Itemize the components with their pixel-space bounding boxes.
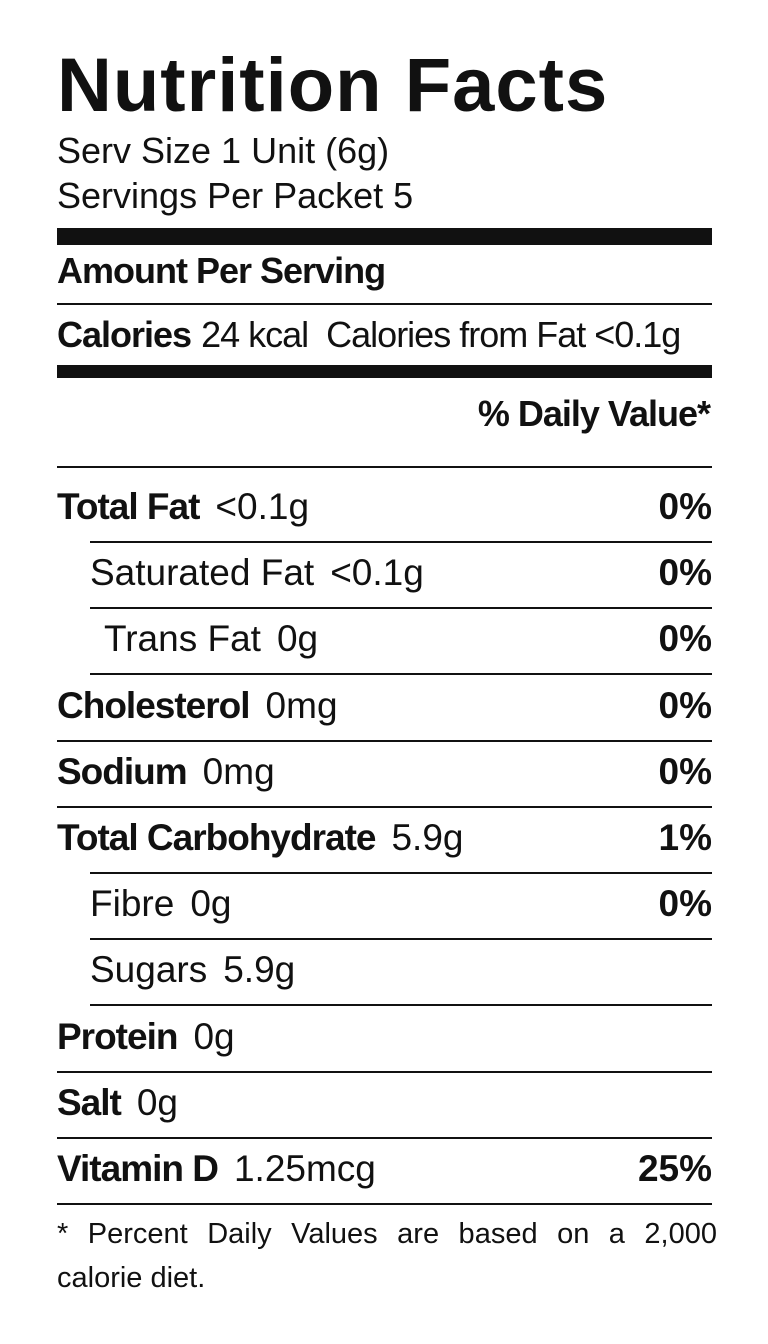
nutrient-amount: 0g	[190, 883, 232, 925]
thick-bar	[57, 228, 712, 245]
nutrient-name: Total Fat	[57, 486, 200, 527]
nutrient-name: Trans Fat	[104, 618, 261, 660]
nutrient-name: Fibre	[90, 883, 175, 925]
rule	[57, 1136, 712, 1139]
nutrient-row: Cholesterol 0mg 0%	[57, 685, 712, 727]
nutrient-row: Sugars 5.9g	[90, 949, 712, 991]
calories-label: Calories	[57, 314, 192, 355]
rule	[90, 1004, 712, 1007]
nutrient-name: Protein	[57, 1015, 178, 1057]
daily-value: 0%	[658, 552, 712, 594]
nutrient-amount: 0g	[136, 1081, 179, 1123]
daily-value: 0%	[658, 684, 712, 726]
amount-header: Amount Per Serving	[57, 250, 386, 291]
nutrient-row: Total Carbohydrate 5.9g 1%	[57, 817, 712, 859]
nutrient-row: Saturated Fat <0.1g 0%	[90, 552, 712, 594]
nutrient-row: Trans Fat 0g 0%	[104, 618, 712, 660]
footnote: * Percent Daily Values are based on a 2,…	[57, 1218, 717, 1294]
rule	[90, 938, 712, 941]
nutrient-name: Vitamin D	[57, 1148, 219, 1189]
nutrient-amount: 0g	[193, 1015, 235, 1057]
dv-header: % Daily Value*	[477, 393, 711, 434]
nutrient-amount: <0.1g	[330, 552, 424, 594]
daily-value: 1%	[658, 817, 712, 858]
nutrient-amount: <0.1g	[215, 486, 310, 527]
nutrient-name: Sugars	[90, 949, 208, 991]
rule	[57, 805, 712, 808]
daily-value: 25%	[637, 1148, 712, 1189]
thick-bar	[57, 365, 712, 378]
nutrient-amount: 0g	[276, 618, 319, 660]
nutrient-name: Saturated Fat	[90, 552, 315, 594]
rule	[90, 872, 712, 874]
nutrient-amount: 5.9g	[223, 949, 296, 991]
rule	[90, 607, 712, 610]
rule	[57, 739, 712, 742]
nutrient-name: Cholesterol	[57, 684, 251, 726]
rule	[90, 541, 712, 543]
rule	[57, 1203, 712, 1205]
daily-value: 0%	[658, 750, 712, 792]
nutrient-row: Protein 0g	[57, 1016, 712, 1058]
nutrient-row: Sodium 0mg 0%	[57, 751, 712, 793]
rule	[90, 673, 712, 676]
nutrient-name: Sodium	[57, 750, 188, 792]
rule	[57, 1070, 712, 1073]
nutrient-name: Salt	[57, 1081, 122, 1123]
nutrient-name: Total Carbohydrate	[57, 817, 376, 858]
rule	[57, 466, 712, 468]
nutrient-row: Salt 0g	[57, 1082, 712, 1124]
rule	[57, 303, 712, 305]
nutrient-row: Vitamin D 1.25mcg 25%	[57, 1148, 712, 1190]
nutrient-amount: 5.9g	[391, 817, 464, 858]
daily-value: 0%	[658, 618, 712, 660]
calories-row: Calories 24 kcal Calories from Fat <0.1g	[57, 314, 712, 356]
daily-value: 0%	[658, 486, 712, 527]
title: Nutrition Facts	[57, 43, 609, 128]
nutrient-amount: 0mg	[265, 684, 338, 726]
calories-value: 24 kcal	[201, 314, 309, 355]
nutrient-amount: 0mg	[202, 750, 275, 792]
nutrient-amount: 1.25mcg	[233, 1148, 376, 1189]
serving-size: Serv Size 1 Unit (6g)	[57, 130, 390, 171]
calories-from-fat: Calories from Fat <0.1g	[326, 314, 681, 355]
servings-per-packet: Servings Per Packet 5	[57, 175, 414, 216]
nutrient-row: Fibre 0g 0%	[90, 883, 712, 925]
nutrient-row: Total Fat <0.1g 0%	[57, 486, 712, 528]
daily-value: 0%	[658, 883, 712, 925]
